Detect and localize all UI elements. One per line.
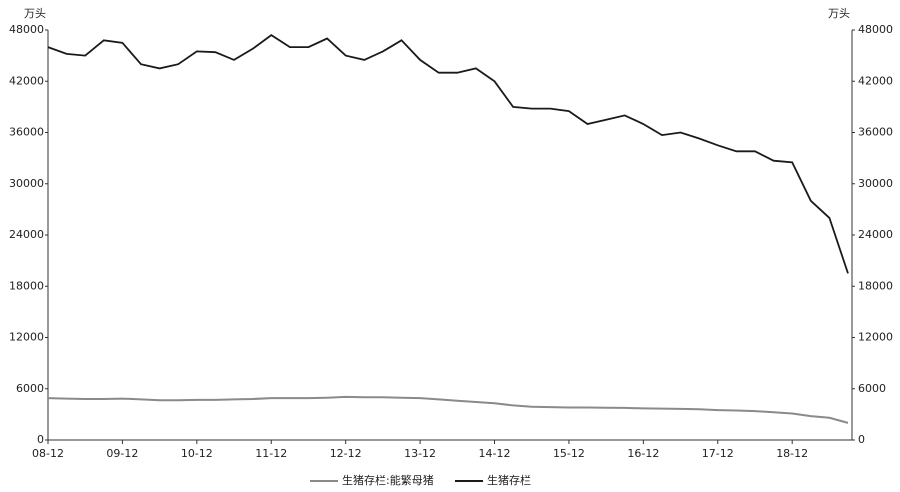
y2-tick-label: 30000 bbox=[858, 177, 893, 190]
y2-tick-label: 36000 bbox=[858, 126, 893, 139]
y-tick-label: 42000 bbox=[9, 74, 44, 87]
x-tick-label: 18-12 bbox=[776, 447, 808, 460]
x-tick-label: 08-12 bbox=[32, 447, 64, 460]
y-tick-label: 0 bbox=[37, 433, 44, 446]
y2-tick-label: 18000 bbox=[858, 279, 893, 292]
legend-label: 生猪存栏 bbox=[487, 473, 531, 487]
x-tick-label: 15-12 bbox=[553, 447, 585, 460]
y-tick-label: 24000 bbox=[9, 228, 44, 241]
series-line bbox=[47, 34, 849, 274]
x-tick-label: 11-12 bbox=[255, 447, 287, 460]
series-line bbox=[47, 395, 849, 424]
y2-tick-label: 6000 bbox=[858, 382, 886, 395]
x-tick-label: 12-12 bbox=[330, 447, 362, 460]
y2-tick-label: 48000 bbox=[858, 23, 893, 36]
x-tick-label: 09-12 bbox=[106, 447, 138, 460]
x-tick-label: 17-12 bbox=[702, 447, 734, 460]
y2-tick-label: 12000 bbox=[858, 331, 893, 344]
legend-label: 生猪存栏:能繁母猪 bbox=[342, 473, 434, 487]
x-tick-label: 10-12 bbox=[181, 447, 213, 460]
x-tick-label: 16-12 bbox=[627, 447, 659, 460]
y-tick-label: 18000 bbox=[9, 279, 44, 292]
y-tick-label: 36000 bbox=[9, 126, 44, 139]
y-tick-label: 12000 bbox=[9, 331, 44, 344]
y2-axis-unit: 万头 bbox=[828, 7, 850, 20]
x-tick-label: 13-12 bbox=[404, 447, 436, 460]
x-tick-label: 14-12 bbox=[479, 447, 511, 460]
y2-tick-label: 0 bbox=[858, 433, 865, 446]
y-tick-label: 30000 bbox=[9, 177, 44, 190]
y-tick-label: 6000 bbox=[16, 382, 44, 395]
y2-tick-label: 42000 bbox=[858, 74, 893, 87]
y-axis-unit: 万头 bbox=[24, 7, 46, 20]
y-tick-label: 48000 bbox=[9, 23, 44, 36]
y2-tick-label: 24000 bbox=[858, 228, 893, 241]
